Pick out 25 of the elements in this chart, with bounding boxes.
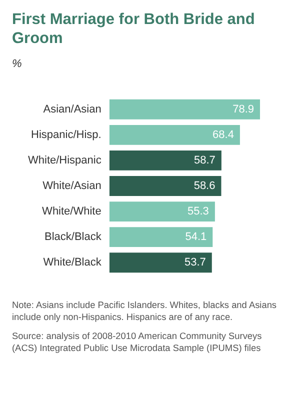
data-label: 55.3 [188, 206, 209, 218]
bar [109, 124, 240, 145]
y-tick-label: White/Asian [42, 180, 102, 192]
data-label: 53.7 [184, 256, 206, 269]
y-tick-label: White/Black [43, 256, 102, 269]
data-label: 58.7 [194, 154, 216, 166]
data-label: 58.6 [194, 180, 216, 192]
chart-title: First Marriage for Both Bride and Groom [12, 10, 256, 48]
bar [109, 176, 222, 196]
bar [109, 150, 222, 170]
data-label: 54.1 [185, 231, 207, 244]
source-note: Source: analysis of 2008-2010 American Community Surveys (ACS) Integrated Public Use Microdata Sample (IPUMS) files [12, 330, 263, 354]
y-tick-label: Hispanic/Hisp. [31, 128, 102, 141]
y-tick-label: Asian/Asian [43, 103, 102, 116]
bar [109, 202, 215, 222]
bar [109, 99, 260, 120]
bar [109, 227, 213, 248]
text: Note: Asians include Pacific Islanders. Whites, blacks and Asians include only non-Hispanics. Hispanics are of any race. [12, 299, 278, 323]
y-tick-label: Black/Black [44, 231, 102, 244]
data-label: 68.4 [212, 128, 234, 141]
data-label: 78.9 [232, 103, 254, 116]
y-tick-label: White/White [42, 206, 102, 218]
y-tick-label: White/Hispanic [28, 154, 102, 166]
bar [109, 252, 212, 273]
y-axis-title: % [12, 58, 22, 70]
